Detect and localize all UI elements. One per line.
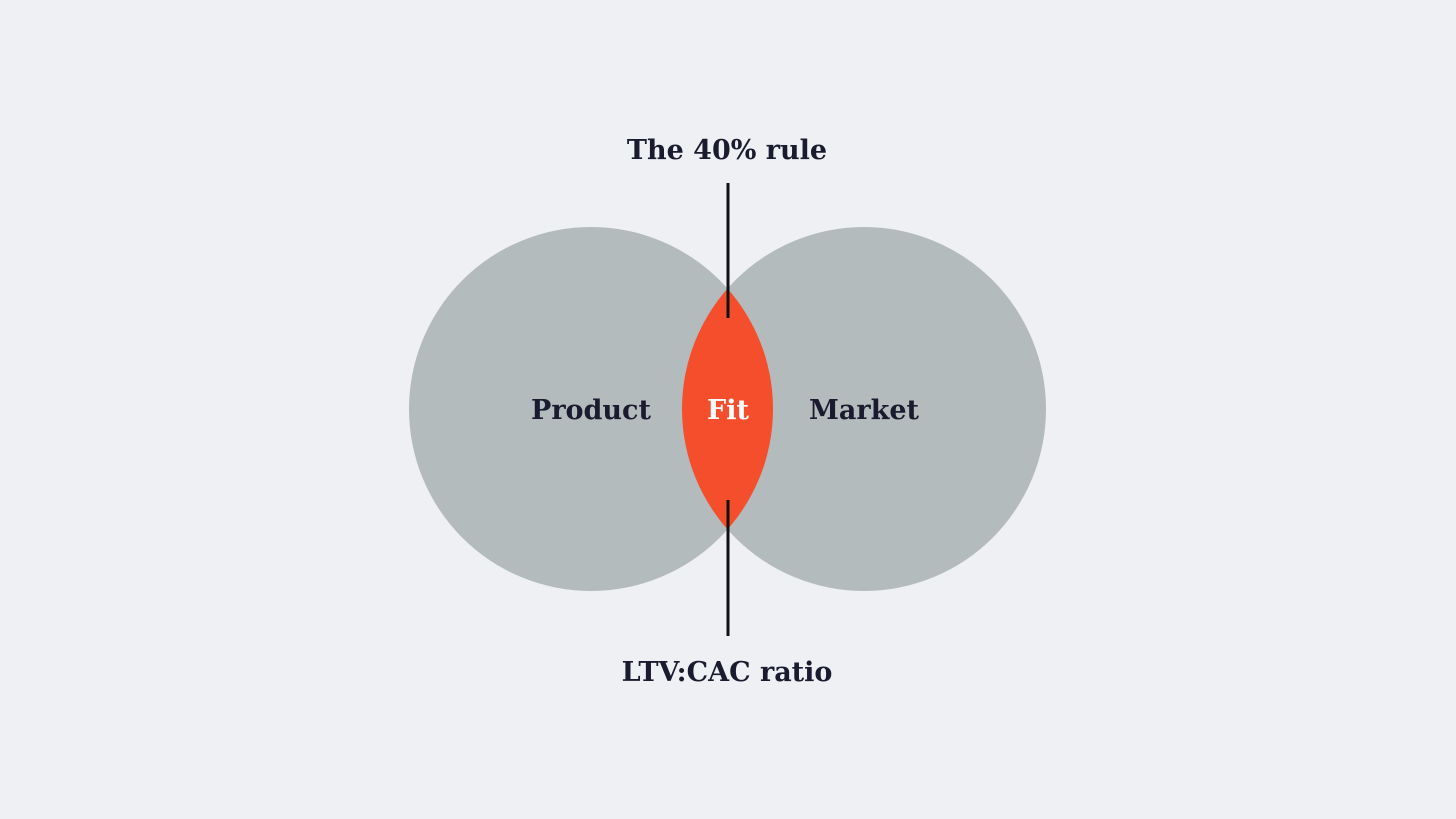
market-label: Market — [809, 395, 919, 426]
product-label: Product — [531, 395, 651, 426]
top-label: The 40% rule — [627, 135, 827, 166]
market-circle — [682, 227, 1046, 591]
fit-label: Fit — [707, 395, 749, 426]
bottom-label: LTV:CAC ratio — [622, 657, 833, 688]
product-circle — [409, 227, 773, 591]
